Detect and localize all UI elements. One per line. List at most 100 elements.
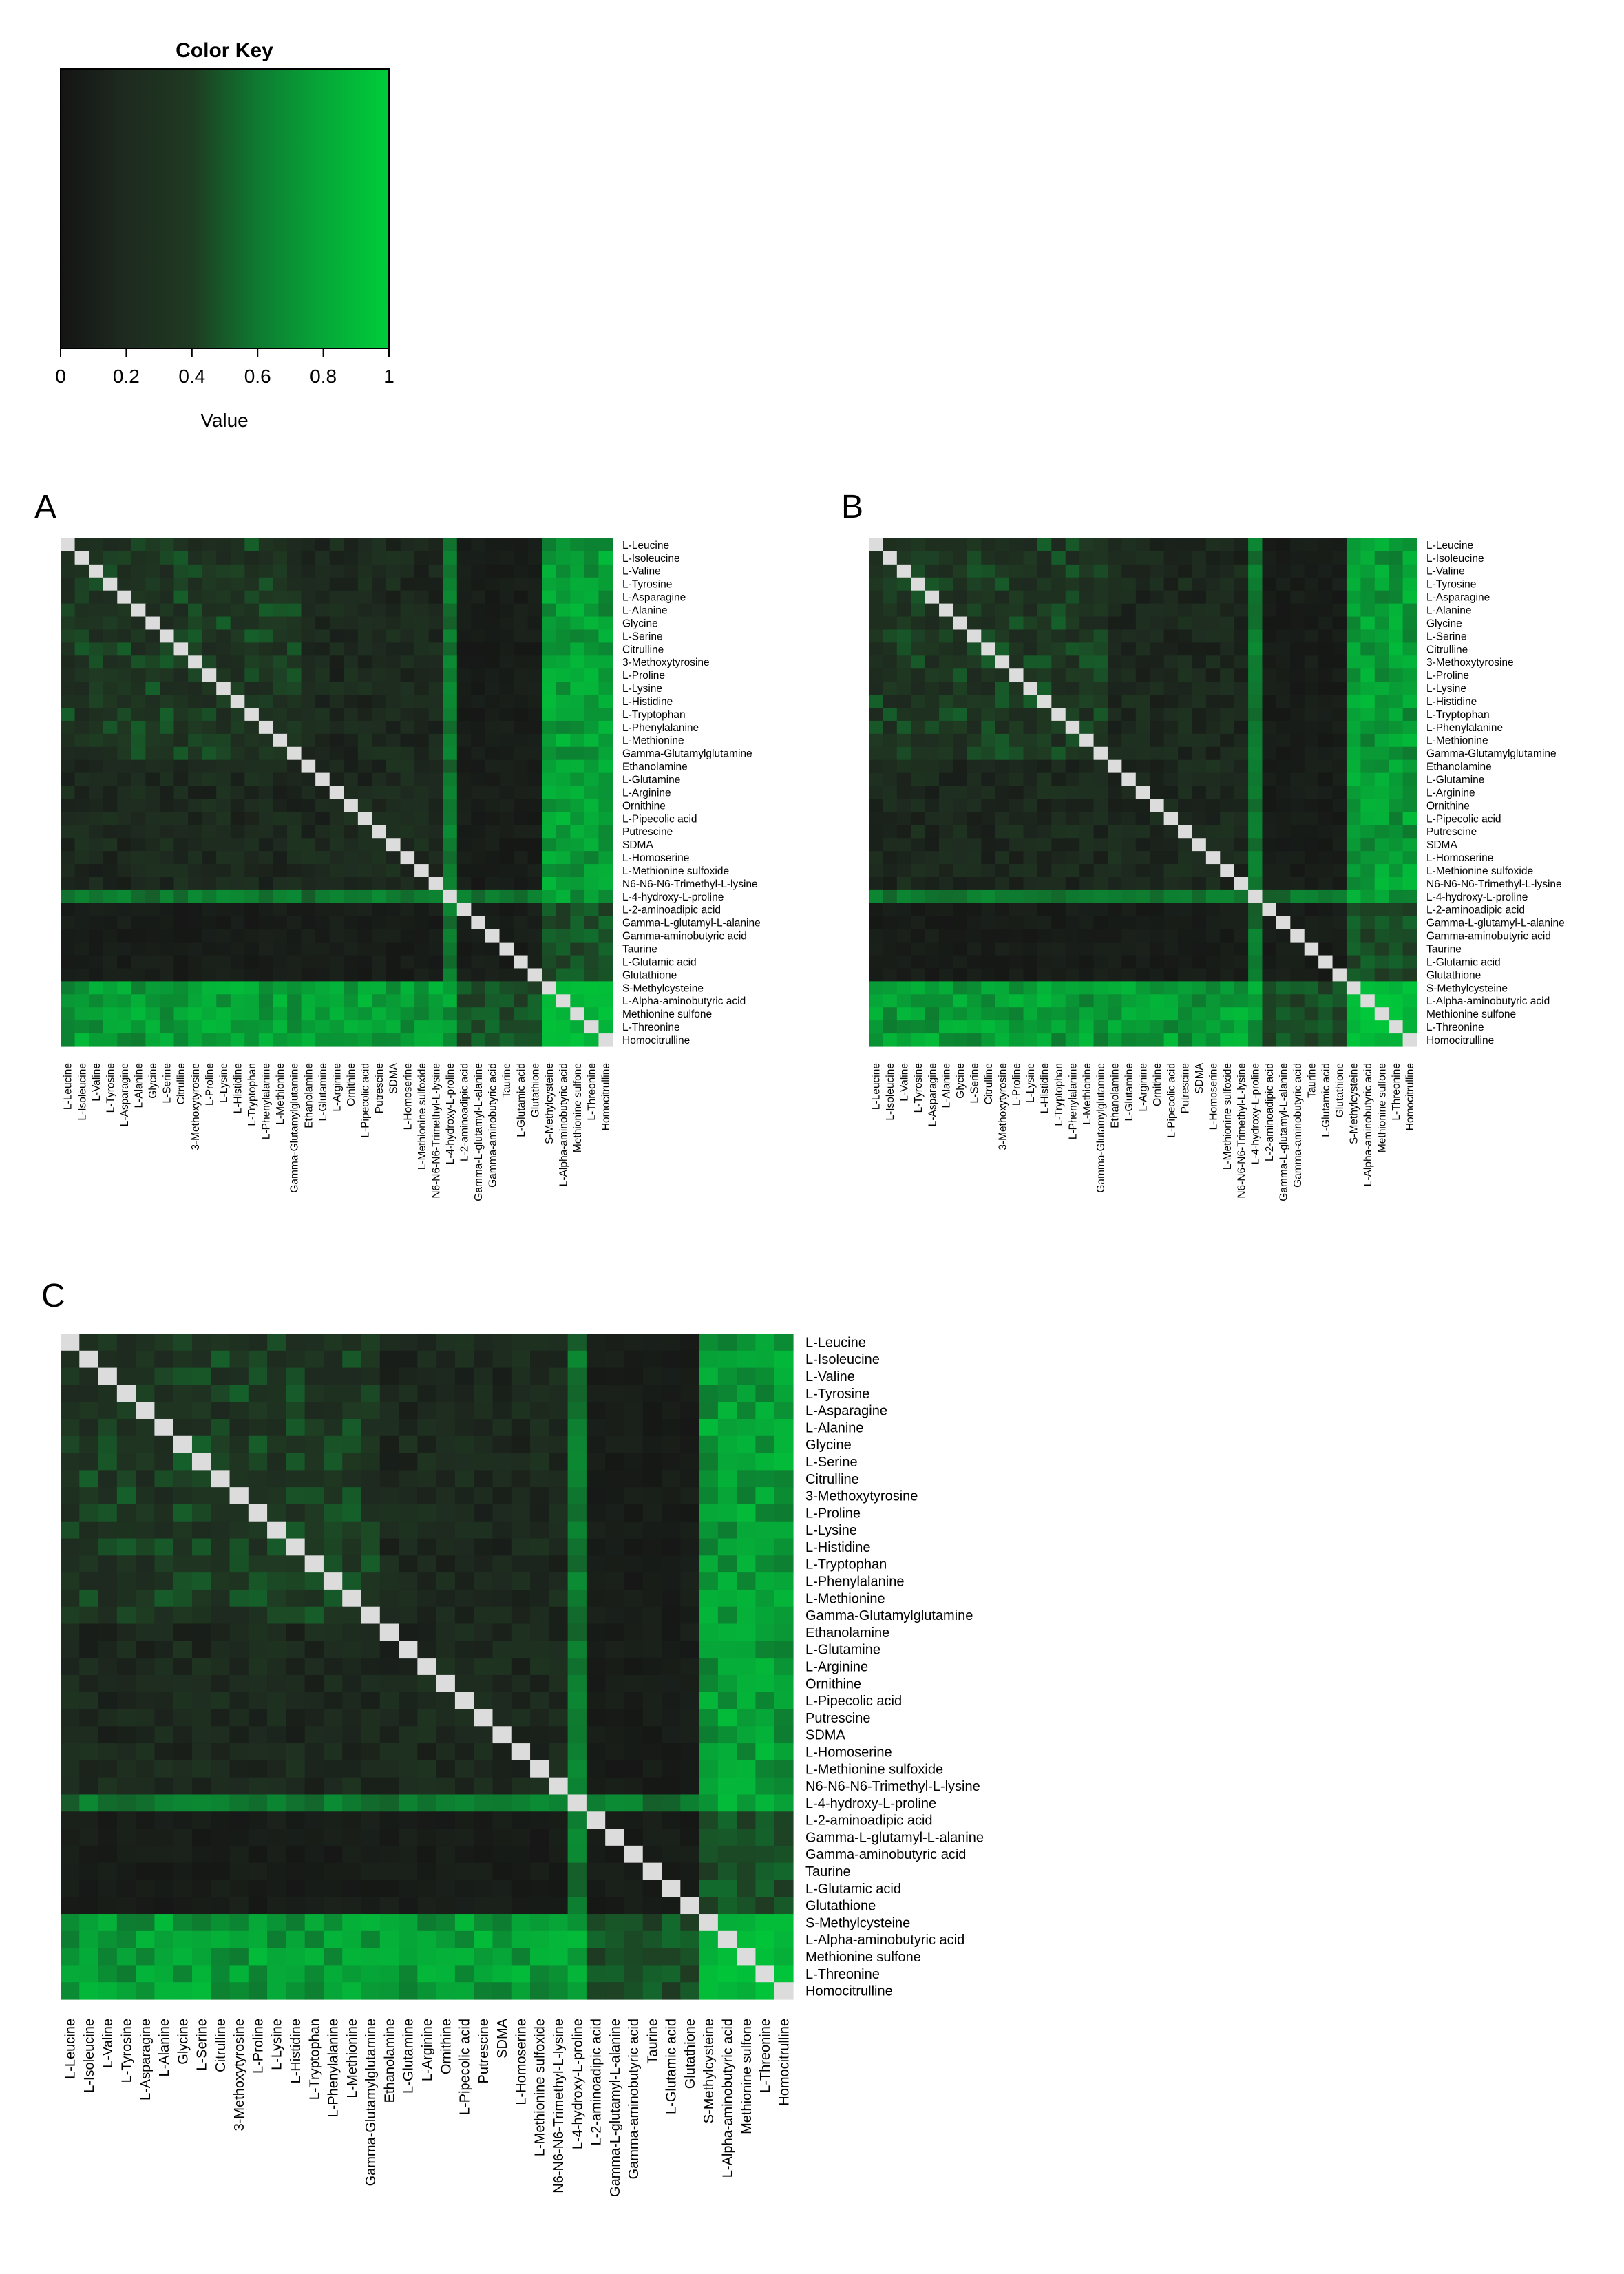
heatmap-cell (136, 1726, 156, 1744)
heatmap-cell (304, 1862, 324, 1881)
heatmap-cell (417, 1334, 437, 1351)
heatmap-cell (342, 1606, 362, 1625)
heatmap-cell (896, 929, 911, 943)
heatmap-cell (136, 1862, 156, 1881)
heatmap-cell (1037, 786, 1052, 800)
heatmap-cell (267, 1435, 286, 1454)
heatmap-cell (774, 1930, 794, 1949)
heatmap-cell (248, 1674, 268, 1693)
heatmap-cell (485, 603, 500, 618)
heatmap-cell (323, 1829, 343, 1846)
heatmap-cell (1290, 695, 1305, 708)
heatmap-cell (755, 1948, 775, 1966)
heatmap-cell (443, 733, 458, 748)
heatmap-cell (485, 942, 500, 956)
heatmap-cell (1248, 695, 1263, 708)
heatmap-cell (981, 1007, 996, 1021)
heatmap-cell (925, 968, 940, 982)
heatmap-cell (567, 1674, 587, 1693)
heatmap-cell (357, 746, 373, 761)
column-label: Citrulline (983, 1063, 995, 1104)
heatmap-cell (1079, 929, 1095, 943)
heatmap-cell (202, 746, 217, 761)
heatmap-cell (89, 864, 104, 878)
heatmap-cell (136, 1435, 156, 1454)
heatmap-cell (61, 1385, 80, 1402)
heatmap-cell (586, 1811, 606, 1829)
heatmap-cell (301, 968, 316, 982)
heatmap-cell (454, 1504, 474, 1522)
heatmap-cell (869, 994, 884, 1008)
heatmap-cell (717, 1829, 737, 1846)
heatmap-cell (939, 903, 954, 917)
heatmap-cell (699, 1623, 719, 1641)
heatmap-cell (315, 1033, 330, 1047)
heatmap-cell (79, 1811, 99, 1829)
heatmap-cell (1023, 603, 1038, 618)
heatmap-cell (1107, 955, 1122, 969)
heatmap-cell (567, 1760, 587, 1778)
heatmap-cell (549, 1487, 569, 1505)
heatmap-cell (400, 864, 415, 878)
row-label: L-Arginine (622, 787, 671, 799)
heatmap-cell (869, 629, 884, 643)
heatmap-cell (967, 590, 982, 604)
heatmap-cell (1205, 981, 1221, 995)
heatmap-cell (315, 994, 330, 1008)
heatmap-cell (680, 1982, 700, 2000)
heatmap-cell (399, 1487, 418, 1505)
heatmap-cell (131, 733, 146, 748)
heatmap-cell (499, 733, 514, 748)
heatmap-cell (361, 1794, 381, 1812)
heatmap-cell (605, 1760, 625, 1778)
heatmap-cell (89, 838, 104, 852)
heatmap-cell (1065, 603, 1080, 618)
heatmap-cell (74, 655, 89, 669)
heatmap-cell (216, 929, 231, 943)
heatmap-cell (417, 1367, 437, 1385)
heatmap-cell (188, 590, 203, 604)
heatmap-cell (248, 1606, 268, 1625)
heatmap-cell (699, 1845, 719, 1864)
heatmap-cell (925, 1007, 940, 1021)
heatmap-cell (492, 1726, 512, 1744)
heatmap-cell (1304, 682, 1319, 695)
heatmap-cell (527, 864, 542, 878)
heatmap-cell (173, 1367, 193, 1385)
heatmap-cell (556, 955, 571, 969)
heatmap-cell (400, 733, 415, 748)
heatmap-cell (1023, 786, 1038, 800)
heatmap-cell (1374, 772, 1389, 787)
heatmap-cell (1360, 668, 1375, 682)
heatmap-cell (1389, 655, 1404, 669)
heatmap-cell (662, 1572, 681, 1590)
heatmap-cell (530, 1402, 549, 1420)
column-label: L-Proline (1011, 1063, 1023, 1106)
heatmap-cell (1374, 720, 1389, 735)
heatmap-cell (586, 1692, 606, 1710)
heatmap-cell (1023, 825, 1038, 839)
heatmap-cell (530, 1385, 549, 1402)
row-label: Gamma-L-glutamyl-L-alanine (622, 918, 761, 929)
heatmap-cell (79, 1418, 99, 1437)
column-label: SDMA (1194, 1062, 1205, 1093)
heatmap-cell (662, 1589, 681, 1608)
heatmap-cell (61, 1504, 80, 1522)
heatmap-cell (273, 603, 288, 618)
heatmap-cell (549, 1367, 569, 1385)
heatmap-cell (1023, 695, 1038, 708)
heatmap-cell (244, 1020, 260, 1034)
heatmap-cell (755, 1862, 775, 1881)
column-label: N6-N6-N6-Trimethyl-L-lysine (551, 2019, 567, 2193)
heatmap-cell (173, 889, 189, 904)
heatmap-cell (74, 577, 89, 591)
heatmap-cell (273, 864, 288, 878)
heatmap-cell (414, 889, 430, 904)
heatmap-cell (399, 1658, 418, 1676)
heatmap-cell (995, 1033, 1010, 1047)
heatmap-cell (774, 1385, 794, 1402)
heatmap-cell (995, 590, 1010, 604)
heatmap-cell (499, 994, 514, 1008)
heatmap-cell (443, 682, 458, 695)
heatmap-cell (248, 1623, 268, 1641)
